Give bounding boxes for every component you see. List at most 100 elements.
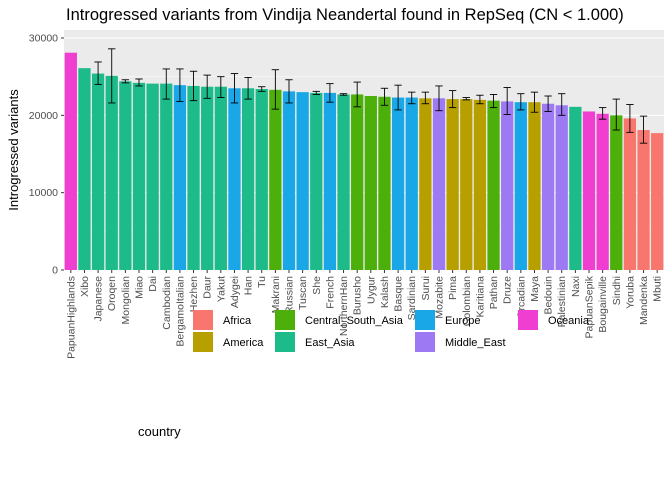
bar-Bougainville <box>596 113 609 270</box>
x-tick-label-BergamoItalian: BergamoItalian <box>174 276 186 347</box>
x-tick-label-French: French <box>324 276 336 309</box>
bars <box>64 52 664 271</box>
error-bar-Russian <box>285 79 293 104</box>
bar-Han <box>241 88 255 271</box>
bar-Russian <box>282 91 296 270</box>
error-bar-Miao <box>135 78 143 87</box>
error-bar-Mozabite <box>435 85 443 112</box>
x-tick-label-Dai: Dai <box>147 276 159 292</box>
bar-Palestinian <box>555 105 568 270</box>
error-bar-Oroqen <box>108 48 116 104</box>
x-tick-label-Xibo: Xibo <box>79 276 91 297</box>
error-bar-Druze <box>503 87 511 116</box>
legend-key-Central_South_Asia <box>275 310 295 330</box>
error-bar-Tu <box>258 86 266 92</box>
x-tick-label-Makrani: Makrani <box>270 276 282 313</box>
bar-Makrani <box>269 89 282 271</box>
error-bar-NorthernHan <box>339 93 348 96</box>
error-bar-She <box>312 90 320 95</box>
bar-Miao <box>132 82 146 270</box>
bar-Burusho <box>351 94 364 270</box>
y-tick-label-3: 30000 <box>29 33 58 45</box>
x-tick-label-Bedouin: Bedouin <box>543 276 555 315</box>
error-bar-Karitiana <box>476 94 484 105</box>
legend-key-East_Asia <box>275 332 295 352</box>
bar-PapuanHighlands <box>64 52 77 271</box>
legend-label-Oceania: Oceania <box>548 315 590 327</box>
bar-Cambodian <box>160 83 173 270</box>
x-tick-label-Surui: Surui <box>420 276 432 301</box>
legend-key-Africa <box>193 310 213 330</box>
x-tick-label-Kalash: Kalash <box>379 276 391 308</box>
bar-Dai <box>146 83 159 270</box>
x-tick-label-Sardinian: Sardinian <box>406 276 418 321</box>
error-bar-Sindhi <box>612 98 620 131</box>
x-tick-label-PapuanSepik: PapuanSepik <box>584 275 596 338</box>
legend-key-Middle_East <box>415 332 435 352</box>
y-tick-label-1: 10000 <box>29 187 58 199</box>
y-tick-label-0: 0 <box>52 265 58 277</box>
x-tick-label-PapuanHighlands: PapuanHighlands <box>65 276 77 359</box>
x-tick-label-Karitiana: Karitiana <box>474 276 486 318</box>
error-bar-Japanese <box>94 61 102 85</box>
legend-key-America <box>193 332 213 352</box>
error-bar-Sardinian <box>408 91 416 105</box>
legend-title: country <box>138 424 181 439</box>
error-bars <box>94 48 648 144</box>
x-tick-label-Mozabite: Mozabite <box>434 276 446 319</box>
bar-Uygur <box>364 96 377 270</box>
x-tick-label-NorthernHan: NorthernHan <box>338 276 350 336</box>
bar-Tu <box>255 89 268 270</box>
x-tick-label-Maya: Maya <box>529 276 541 302</box>
error-bar-Daur <box>203 74 211 99</box>
x-tick-label-Mongolian: Mongolian <box>120 276 132 325</box>
bar-Druze <box>501 101 514 270</box>
error-bar-Bougainville <box>598 107 607 120</box>
y-axis-title: Introgressed variants <box>6 89 21 211</box>
x-tick-label-Miao: Miao <box>134 276 146 299</box>
bar-Hezhen <box>187 85 200 271</box>
bar-Oroqen <box>105 75 118 270</box>
error-bar-Mandenka <box>639 115 648 144</box>
x-tick-label-Uygur: Uygur <box>365 276 377 305</box>
bar-Mbuti <box>651 133 664 270</box>
bar-Xibo <box>78 68 91 270</box>
bar-Orcadian <box>514 102 527 270</box>
bar-Adygei <box>228 88 241 271</box>
bar-Naxi <box>569 106 582 271</box>
y-axis: 0 10000 20000 30000 <box>29 33 64 277</box>
bar-Yoruba <box>623 118 637 270</box>
x-tick-label-Daur: Daur <box>202 276 214 299</box>
x-tick-label-Palestinian: Palestinian <box>556 276 568 328</box>
bar-PapuanSepik <box>582 111 596 270</box>
x-tick-label-Pathan: Pathan <box>488 276 500 309</box>
x-tick-label-Yakut: Yakut <box>215 276 227 302</box>
error-bar-Cambodian <box>162 68 170 100</box>
bar-Pima <box>446 99 459 271</box>
x-tick-label-Colombian: Colombian <box>461 276 473 326</box>
bar-Surui <box>419 98 432 270</box>
bar-Bedouin <box>541 103 555 270</box>
x-tick-label-Mbuti: Mbuti <box>652 276 664 302</box>
error-bar-Yakut <box>217 76 225 98</box>
legend-label-Africa: Africa <box>223 315 252 327</box>
bar-Yakut <box>214 86 227 270</box>
bar-Mandenka <box>637 130 650 270</box>
bar-Basque <box>391 97 405 271</box>
x-tick-label-She: She <box>311 276 323 295</box>
legend-label-America: America <box>223 337 264 349</box>
y-tick-label-2: 20000 <box>29 110 58 122</box>
error-bar-Yoruba <box>626 104 634 133</box>
legend-key-Europe <box>415 310 435 330</box>
error-bar-Kalash <box>380 87 389 106</box>
bar-Mozabite <box>432 98 446 270</box>
error-bar-French <box>326 83 334 103</box>
x-tick-label-Basque: Basque <box>393 276 405 312</box>
x-tick-label-Burusho: Burusho <box>352 276 364 315</box>
error-bar-BergamoItalian <box>176 68 184 102</box>
x-tick-label-Cambodian: Cambodian <box>161 276 173 330</box>
x-tick-label-Orcadian: Orcadian <box>515 276 527 319</box>
error-bar-Basque <box>394 84 402 111</box>
x-tick-label-Sindhi: Sindhi <box>611 276 623 305</box>
legend-label-Middle_East: Middle_East <box>445 337 506 349</box>
